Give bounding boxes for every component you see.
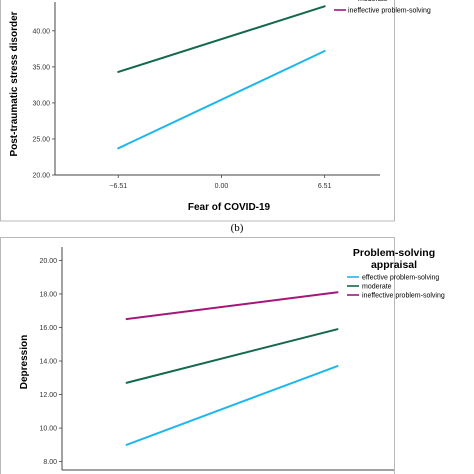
top-y-axis-title: Post-traumatic stress disorder: [9, 11, 20, 156]
top-plot-area: 20.00 25.00 30.00 35.00 40.00 −6.51 0.00 6.51: [32, 2, 380, 190]
top-x-tick-label: −6.51: [109, 183, 127, 190]
bottom-legend: Problem-solving appraisal effective prob…: [347, 247, 445, 300]
top-series-line-effective: [117, 50, 326, 150]
top-y-tick-label: 35.00: [32, 64, 50, 71]
bottom-legend-entry-ineffective: ineffective problem-solving: [362, 293, 445, 300]
top-y-tick-label: 30.00: [32, 100, 50, 107]
bottom-series-line-moderate: [125, 328, 339, 384]
panel-caption-b: (b): [231, 222, 244, 234]
top-x-tick-label: 0.00: [215, 183, 229, 190]
top-y-tick-label: 25.00: [32, 136, 50, 143]
bottom-legend-entry-effective: effective problem-solving: [362, 275, 439, 282]
bottom-y-tick-label: 12.00: [39, 392, 57, 399]
bottom-y-tick-label: 8.00: [43, 459, 57, 466]
bottom-y-tick-label: 18.00: [39, 291, 57, 298]
top-x-tick-label: 6.51: [318, 183, 332, 190]
bottom-series-line-effective: [125, 365, 339, 446]
bottom-y-axis-title: Depression: [19, 335, 30, 389]
top-x-axis-title: Fear of COVID-19: [188, 202, 271, 213]
top-series-line-moderate: [117, 5, 326, 73]
top-legend-entry-ineffective: ineffective problem-solving: [348, 8, 431, 15]
bottom-series-line-ineffective: [125, 291, 339, 321]
bottom-plot-area: 8.00 10.00 12.00 14.00 16.00 18.00 20.00: [39, 247, 394, 471]
top-y-tick-label: 20.00: [32, 173, 50, 180]
top-y-tick-label: 40.00: [32, 28, 50, 35]
bottom-y-tick-label: 10.00: [39, 426, 57, 433]
top-legend: moderate ineffective problem-solving: [334, 0, 431, 15]
bottom-legend-entry-moderate: moderate: [362, 284, 392, 291]
bottom-legend-title-line-1: Problem-solving: [353, 247, 435, 259]
bottom-y-tick-label: 16.00: [39, 325, 57, 332]
bottom-y-tick-label: 20.00: [39, 258, 57, 265]
bottom-panel-frame: [0, 237, 395, 474]
bottom-y-tick-label: 14.00: [39, 359, 57, 366]
top-legend-partial-entry: moderate: [358, 0, 388, 3]
bottom-legend-title-line-2: appraisal: [371, 259, 417, 271]
